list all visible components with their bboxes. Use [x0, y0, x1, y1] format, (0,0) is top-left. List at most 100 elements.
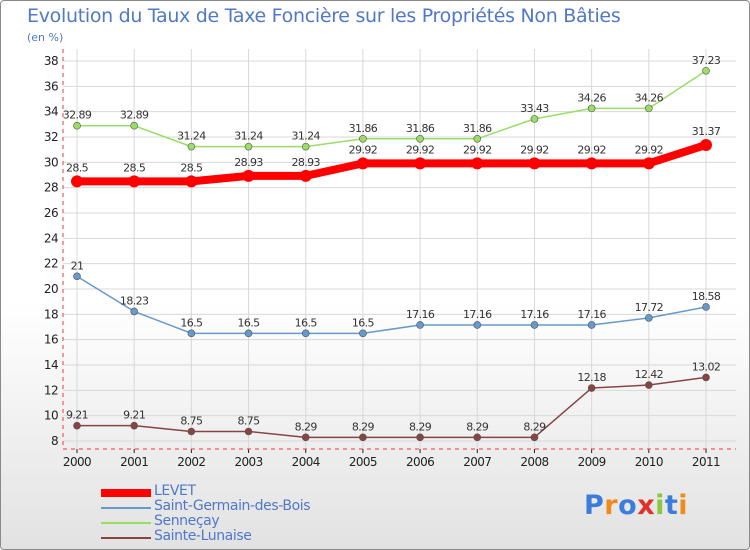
data-label-sainte-lunaise: 8.29 [295, 420, 318, 433]
data-label-saint-germain-des-bois: 17.72 [635, 301, 664, 314]
data-point-levet [128, 175, 141, 188]
data-point-saint-germain-des-bois [645, 314, 653, 322]
data-point-saint-germain-des-bois [359, 329, 367, 338]
series-line-levet [73, 140, 710, 186]
data-point-sennecay [187, 142, 196, 151]
data-point-levet [471, 157, 484, 170]
data-point-saint-germain-des-bois [473, 321, 482, 329]
data-label-sainte-lunaise: 8.29 [352, 420, 375, 433]
x-tick-label: 2008 [520, 455, 548, 469]
data-label-sainte-lunaise: 9.21 [66, 409, 88, 422]
data-label-sennecay: 31.86 [463, 122, 492, 135]
x-tick-label: 2005 [349, 455, 377, 469]
data-point-sennecay [645, 104, 653, 113]
data-label-sennecay: 33.43 [520, 102, 549, 115]
data-point-levet [71, 175, 83, 188]
data-label-levet: 29.92 [406, 143, 435, 156]
data-label-sainte-lunaise: 8.29 [409, 420, 432, 433]
data-label-saint-germain-des-bois: 16.5 [180, 316, 203, 329]
data-label-levet: 29.92 [520, 143, 549, 156]
y-tick-label: 18 [44, 307, 58, 321]
y-tick-label: 8 [51, 434, 58, 448]
y-tick-label: 22 [44, 257, 58, 271]
x-tick-label: 2002 [177, 455, 205, 469]
data-point-sainte-lunaise [301, 433, 310, 442]
data-label-sainte-lunaise: 12.42 [635, 368, 664, 381]
series-line-saint-germain-des-bois [76, 275, 707, 335]
legend-swatch [101, 521, 151, 524]
data-label-sennecay: 34.26 [577, 91, 606, 104]
legend-label: Saint-Germain-des-Bois [154, 498, 311, 514]
data-point-saint-germain-des-bois [530, 321, 539, 329]
data-point-sainte-lunaise [473, 433, 482, 442]
data-point-sennecay [530, 115, 539, 123]
data-point-sennecay [587, 104, 596, 113]
y-tick-label: 14 [44, 358, 58, 372]
data-label-levet: 28.5 [66, 161, 89, 174]
data-point-levet [414, 157, 427, 170]
data-label-sainte-lunaise: 8.29 [466, 420, 489, 433]
data-label-saint-germain-des-bois: 17.16 [577, 308, 606, 321]
data-point-sainte-lunaise [416, 433, 424, 442]
data-label-sennecay: 34.26 [635, 91, 664, 104]
data-point-sainte-lunaise [645, 381, 653, 389]
data-label-saint-germain-des-bois: 18.23 [120, 294, 149, 307]
x-tick-label: 2003 [234, 455, 262, 469]
data-label-saint-germain-des-bois: 17.16 [463, 308, 492, 321]
data-point-saint-germain-des-bois [301, 329, 310, 338]
data-point-levet [585, 157, 598, 170]
data-point-levet [185, 175, 198, 188]
data-point-sennecay [73, 121, 81, 130]
legend-swatch [101, 506, 151, 509]
data-label-sennecay: 31.86 [349, 122, 378, 135]
y-tick-label: 34 [44, 105, 58, 119]
y-tick-label: 30 [44, 155, 58, 169]
data-label-levet: 28.5 [180, 161, 203, 174]
data-point-sainte-lunaise [187, 427, 196, 436]
data-label-sainte-lunaise: 9.21 [123, 409, 145, 422]
x-tick-label: 2009 [578, 455, 606, 469]
data-label-sainte-lunaise: 8.29 [523, 420, 546, 433]
data-point-sennecay [416, 134, 424, 143]
data-label-sennecay: 37.23 [692, 54, 721, 67]
legend-swatch [101, 488, 151, 497]
data-point-sainte-lunaise [359, 433, 367, 442]
chart-unit-label: (en %) [27, 31, 64, 44]
y-tick-label: 16 [44, 333, 58, 347]
data-point-sennecay [473, 134, 482, 143]
data-label-saint-germain-des-bois: 16.5 [295, 316, 318, 329]
data-point-sainte-lunaise [73, 421, 81, 430]
data-label-levet: 29.92 [635, 143, 664, 156]
data-point-levet [700, 138, 712, 151]
data-label-sennecay: 31.24 [291, 130, 320, 143]
data-point-saint-germain-des-bois [244, 329, 253, 338]
data-label-saint-germain-des-bois: 18.58 [692, 290, 721, 303]
data-label-levet: 29.92 [463, 143, 492, 156]
data-label-saint-germain-des-bois: 21 [71, 259, 84, 272]
data-label-levet: 28.93 [291, 156, 320, 169]
data-point-levet [356, 157, 369, 170]
data-label-levet: 28.93 [234, 156, 263, 169]
data-label-sainte-lunaise: 13.02 [692, 360, 721, 373]
data-point-sennecay [359, 134, 367, 143]
y-tick-label: 24 [44, 231, 58, 245]
data-label-levet: 29.92 [577, 143, 606, 156]
data-label-sennecay: 31.86 [406, 122, 435, 135]
y-tick-label: 32 [44, 130, 58, 144]
y-tick-label: 28 [44, 181, 58, 195]
data-label-levet: 29.92 [349, 143, 378, 156]
data-label-sennecay: 31.24 [177, 130, 206, 143]
data-label-saint-germain-des-bois: 17.16 [520, 308, 549, 321]
data-label-sainte-lunaise: 12.18 [577, 371, 606, 384]
data-point-saint-germain-des-bois [73, 272, 81, 281]
data-point-saint-germain-des-bois [702, 303, 710, 311]
series-line-sainte-lunaise [76, 376, 707, 439]
data-point-levet [299, 169, 312, 182]
data-point-sennecay [244, 142, 253, 151]
data-label-saint-germain-des-bois: 16.5 [237, 316, 260, 329]
data-point-saint-germain-des-bois [130, 307, 138, 316]
x-tick-label: 2007 [463, 455, 491, 469]
data-label-sainte-lunaise: 8.75 [180, 415, 203, 428]
y-tick-label: 20 [44, 282, 58, 296]
data-point-levet [242, 169, 255, 182]
